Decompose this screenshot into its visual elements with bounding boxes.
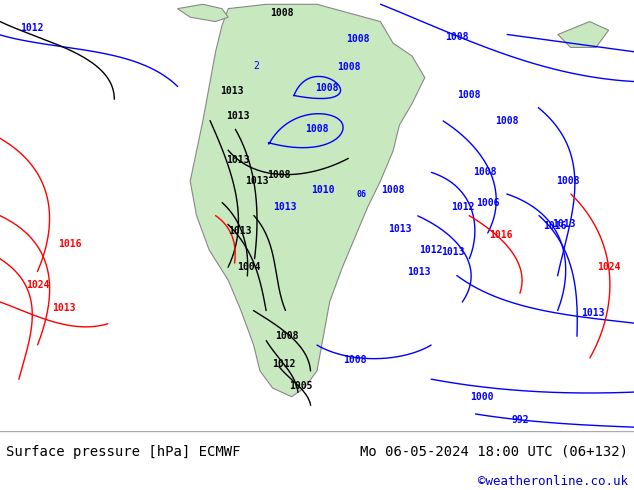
Text: 1008: 1008 <box>337 62 361 72</box>
Text: 1008: 1008 <box>473 168 497 177</box>
Text: 1008: 1008 <box>267 170 291 180</box>
Text: 1000: 1000 <box>470 392 494 402</box>
Text: 1013: 1013 <box>441 247 465 257</box>
Text: 1012: 1012 <box>419 245 443 255</box>
Text: 1013: 1013 <box>226 111 250 122</box>
Text: 1008: 1008 <box>275 331 299 342</box>
Text: 1013: 1013 <box>219 86 243 96</box>
Text: 1008: 1008 <box>555 176 579 186</box>
Text: 1008: 1008 <box>495 116 519 126</box>
Text: 1013: 1013 <box>552 219 576 229</box>
Text: 1024: 1024 <box>597 262 621 272</box>
Text: 1008: 1008 <box>305 124 329 134</box>
Text: 1008: 1008 <box>343 355 367 365</box>
Text: 1013: 1013 <box>387 223 411 234</box>
Text: 1013: 1013 <box>581 308 605 318</box>
Polygon shape <box>190 4 425 397</box>
Text: 1013: 1013 <box>245 176 269 186</box>
Text: 1004: 1004 <box>237 262 261 272</box>
Polygon shape <box>558 22 609 48</box>
Text: 992: 992 <box>511 416 529 425</box>
Text: Mo 06-05-2024 18:00 UTC (06+132): Mo 06-05-2024 18:00 UTC (06+132) <box>359 445 628 459</box>
Text: 1008: 1008 <box>314 83 339 94</box>
Text: 1008: 1008 <box>457 90 481 100</box>
Text: 1012: 1012 <box>20 23 44 33</box>
Text: 06: 06 <box>356 190 366 198</box>
Text: 1008: 1008 <box>444 32 469 42</box>
Text: 1013: 1013 <box>228 226 252 236</box>
Polygon shape <box>178 4 228 22</box>
Text: 1010: 1010 <box>311 185 335 195</box>
Text: 1024: 1024 <box>26 280 50 290</box>
Text: 1013: 1013 <box>406 267 430 277</box>
Text: 1013: 1013 <box>226 154 250 165</box>
Text: 1005: 1005 <box>289 381 313 391</box>
Text: 1008: 1008 <box>346 34 370 44</box>
Text: 2: 2 <box>254 61 259 71</box>
Text: 1012: 1012 <box>271 359 295 369</box>
Text: 1016: 1016 <box>543 221 567 231</box>
Text: 1012: 1012 <box>451 202 475 212</box>
Text: 1016: 1016 <box>489 230 513 240</box>
Text: 1006: 1006 <box>476 197 500 208</box>
Text: 1008: 1008 <box>270 8 294 18</box>
Text: Surface pressure [hPa] ECMWF: Surface pressure [hPa] ECMWF <box>6 445 241 459</box>
Text: 1013: 1013 <box>273 202 297 212</box>
Text: ©weatheronline.co.uk: ©weatheronline.co.uk <box>477 475 628 488</box>
Text: 1016: 1016 <box>58 239 82 248</box>
Text: 1008: 1008 <box>381 185 405 195</box>
Text: 1013: 1013 <box>51 303 75 313</box>
